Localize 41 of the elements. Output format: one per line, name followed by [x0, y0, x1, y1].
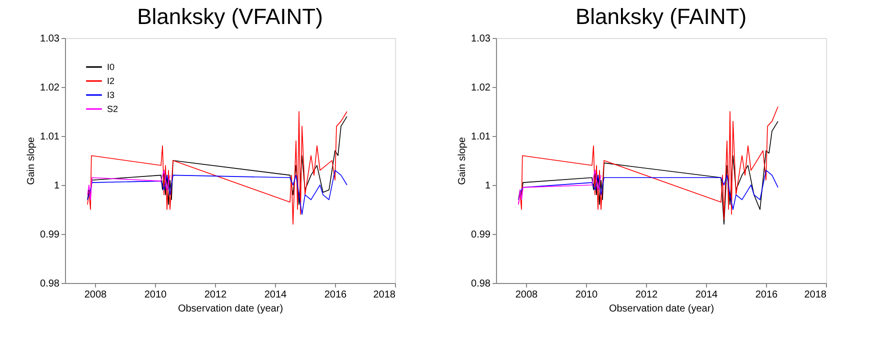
y-tick-label: 0.98 [40, 278, 60, 290]
line-series [518, 106, 778, 220]
line-series [518, 120, 778, 225]
y-tick-label: 1 [484, 180, 491, 192]
line-series [518, 170, 602, 205]
x-tick-label: 2008 [84, 290, 108, 300]
x-tick-label: 2014 [695, 290, 718, 300]
y-tick-label: 1.02 [471, 82, 491, 94]
line-series [518, 170, 778, 210]
y-tick-label: 1.01 [471, 132, 491, 142]
y-tick-label: 1.03 [40, 34, 60, 44]
legend-label: I2 [107, 76, 115, 86]
chart-title: Blanksky (VFAINT) [137, 4, 323, 29]
legend-label: I0 [107, 62, 115, 72]
legend-label: I3 [107, 90, 115, 100]
x-tick-label: 2008 [515, 290, 538, 300]
line-series [87, 111, 348, 225]
y-tick-label: 0.98 [471, 278, 491, 290]
y-tick-label: 1.01 [40, 132, 60, 142]
x-tick-label: 2010 [144, 290, 168, 300]
y-tick-label: 1 [54, 180, 60, 192]
x-tick-label: 2018 [804, 290, 827, 300]
y-tick-label: 0.99 [471, 230, 491, 240]
x-tick-label: 2016 [324, 290, 348, 300]
line-series [87, 170, 348, 215]
y-tick-label: 1.03 [471, 34, 491, 44]
x-tick-label: 2016 [755, 290, 778, 300]
x-axis-title: Observation date (year) [608, 304, 714, 314]
x-tick-label: 2012 [635, 290, 658, 300]
x-tick-label: 2012 [204, 290, 228, 300]
x-axis-title: Observation date (year) [178, 304, 284, 314]
y-tick-label: 0.99 [40, 230, 60, 240]
x-tick-label: 2010 [575, 290, 598, 300]
x-tick-label: 2018 [373, 290, 396, 300]
legend-label: S2 [107, 104, 118, 114]
y-axis-title: Gain slope [457, 136, 468, 185]
line-series [87, 170, 170, 200]
chart-title: Blanksky (FAINT) [575, 4, 747, 29]
y-tick-label: 1.02 [40, 82, 60, 94]
y-axis-title: Gain slope [26, 136, 38, 185]
x-tick-label: 2014 [264, 290, 288, 300]
